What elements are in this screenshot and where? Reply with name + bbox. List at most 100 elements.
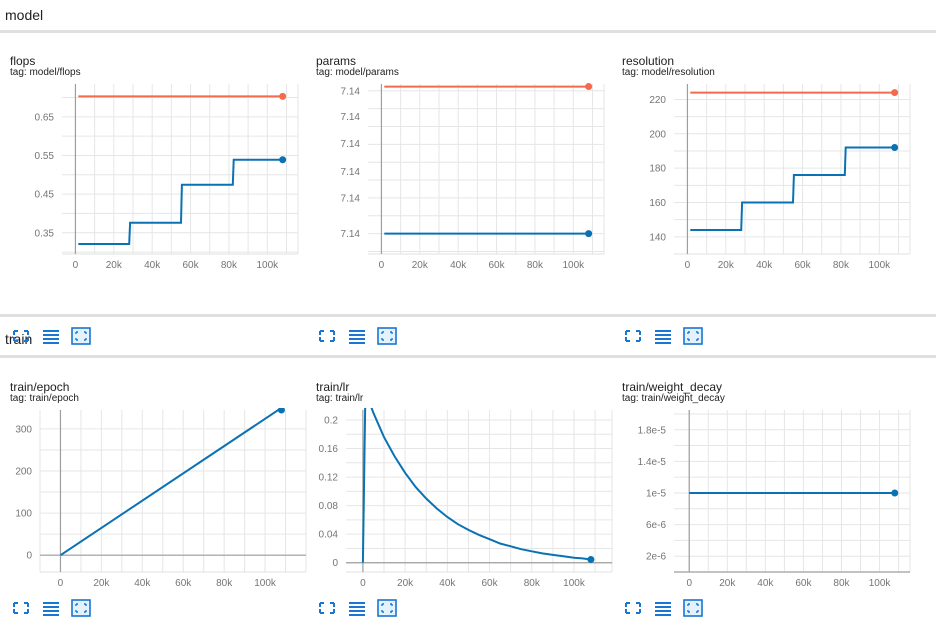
card-tag: tag: model/resolution [622, 67, 715, 78]
fullscreen-button[interactable] [316, 326, 338, 346]
x-tick-label: 40k [144, 260, 161, 271]
chart-card-resolution: resolution tag: model/resolution 0 20k 40k 60… [622, 54, 922, 345]
section-header-model[interactable]: model [0, 0, 936, 30]
series-end-point [891, 144, 899, 152]
chart-plot[interactable]: 0 20k 40k 60k 80k 100k 0.35 0.45 0.55 0.65 [10, 82, 302, 292]
card-title: train/lr [316, 380, 350, 394]
fit-domain-button[interactable] [376, 598, 398, 618]
y-tick-label: 1e-5 [646, 488, 666, 499]
fullscreen-button[interactable] [10, 326, 32, 346]
grid [674, 84, 910, 255]
chart-plot[interactable]: 0 20k 40k 60k 80k 100k 0 0.04 0.08 0.12 0.16 0.2 [316, 408, 616, 600]
x-tick-label: 100k [868, 260, 891, 271]
series-end-point [277, 408, 285, 414]
x-tick-label: 60k [182, 260, 199, 271]
fit-domain-icon [377, 599, 397, 617]
chart-plot[interactable]: 0 20k 40k 60k 80k 100k 2e-6 6e-6 1e-5 1.4e-5 1.8e-… [622, 408, 914, 600]
y-tick-label: 6e-6 [646, 520, 666, 531]
x-tick-label: 0 [58, 578, 64, 589]
fullscreen-icon [319, 602, 335, 614]
x-tick-label: 0 [686, 578, 692, 589]
series-end-point [585, 230, 593, 238]
toggle-y-log-icon [43, 330, 59, 344]
card-title: resolution [622, 54, 675, 68]
card-tag: tag: model/flops [10, 67, 81, 78]
y-tick-label: 200 [15, 467, 32, 478]
y-tick-label: 300 [15, 424, 32, 435]
y-tick-label: 7.14 [341, 229, 361, 240]
fit-domain-button[interactable] [682, 598, 704, 618]
section-header-train[interactable]: train [0, 324, 936, 354]
x-tick-label: 60k [794, 260, 811, 271]
fullscreen-button[interactable] [10, 598, 32, 618]
y-tick-label: 1.4e-5 [638, 457, 667, 468]
series-line [59, 408, 282, 557]
x-tick-label: 60k [795, 578, 812, 589]
y-tick-label: 100 [15, 509, 32, 520]
fullscreen-icon [319, 330, 335, 342]
x-tick-label: 100k [562, 260, 585, 271]
card-tag: tag: train/epoch [10, 393, 79, 404]
series-end-point [279, 156, 287, 164]
chart-plot[interactable]: 0 20k 40k 60k 80k 100k 140 160 180 200 220 [622, 82, 914, 292]
grid [346, 410, 612, 572]
x-tick-label: 20k [397, 578, 414, 589]
y-tick-label: 7.14 [341, 139, 361, 150]
fullscreen-icon [13, 330, 29, 342]
section-title: train [5, 331, 33, 347]
series-end-point [891, 489, 899, 497]
x-tick-label: 100k [254, 578, 277, 589]
series-end-point [891, 89, 899, 97]
card-title: params [316, 54, 357, 68]
x-tick-label: 80k [216, 578, 233, 589]
toggle-y-log-button[interactable] [652, 326, 674, 346]
x-tick-label: 40k [450, 260, 467, 271]
series-line [361, 408, 592, 563]
x-tick-label: 80k [524, 578, 541, 589]
x-tick-label: 100k [563, 578, 586, 589]
fit-domain-icon [71, 327, 91, 345]
fullscreen-button[interactable] [316, 598, 338, 618]
y-tick-label: 0 [26, 551, 32, 562]
toggle-y-log-button[interactable] [346, 598, 368, 618]
x-tick-label: 0 [379, 260, 385, 271]
fullscreen-button[interactable] [622, 326, 644, 346]
y-tick-label: 0.55 [35, 151, 55, 162]
y-tick-label: 7.14 [341, 86, 361, 97]
y-tick-label: 7.14 [341, 112, 361, 123]
y-tick-label: 220 [649, 95, 666, 106]
toggle-y-log-button[interactable] [40, 326, 62, 346]
y-tick-label: 0 [332, 558, 338, 569]
x-tick-label: 40k [439, 578, 456, 589]
chart-plot[interactable]: 0 20k 40k 60k 80k 100k 7.14 7.14 7.14 7.14 7.14 7.1… [316, 82, 608, 292]
y-tick-label: 1.8e-5 [638, 425, 667, 436]
toggle-y-log-icon [349, 602, 365, 616]
fullscreen-button[interactable] [622, 598, 644, 618]
y-tick-label: 2e-6 [646, 552, 666, 563]
y-tick-label: 200 [649, 129, 666, 140]
x-tick-label: 100k [869, 578, 892, 589]
series-line [690, 146, 895, 231]
card-tag: tag: train/weight_decay [622, 393, 725, 404]
x-tick-label: 40k [134, 578, 151, 589]
chart-card-train-epoch: train/epoch tag: train/epoch 0 20k 40k 60k 80k… [10, 380, 310, 640]
fullscreen-icon [13, 602, 29, 614]
y-tick-label: 0.45 [35, 190, 55, 201]
fit-domain-button[interactable] [70, 598, 92, 618]
fullscreen-icon [625, 602, 641, 614]
fit-domain-icon [71, 599, 91, 617]
toggle-y-log-icon [655, 602, 671, 616]
section-divider [0, 30, 936, 33]
y-tick-label: 0.65 [35, 112, 55, 123]
fit-domain-button[interactable] [376, 326, 398, 346]
y-tick-label: 0.08 [319, 501, 339, 512]
toggle-y-log-button[interactable] [346, 326, 368, 346]
fit-domain-button[interactable] [682, 326, 704, 346]
toggle-y-log-button[interactable] [40, 598, 62, 618]
y-tick-label: 0.35 [35, 228, 55, 239]
card-title: train/epoch [10, 380, 70, 394]
toggle-y-log-button[interactable] [652, 598, 674, 618]
card-tag: tag: train/lr [316, 393, 364, 404]
fit-domain-button[interactable] [70, 326, 92, 346]
chart-plot[interactable]: 0 20k 40k 60k 80k 100k 0 100 200 300 [10, 408, 310, 600]
